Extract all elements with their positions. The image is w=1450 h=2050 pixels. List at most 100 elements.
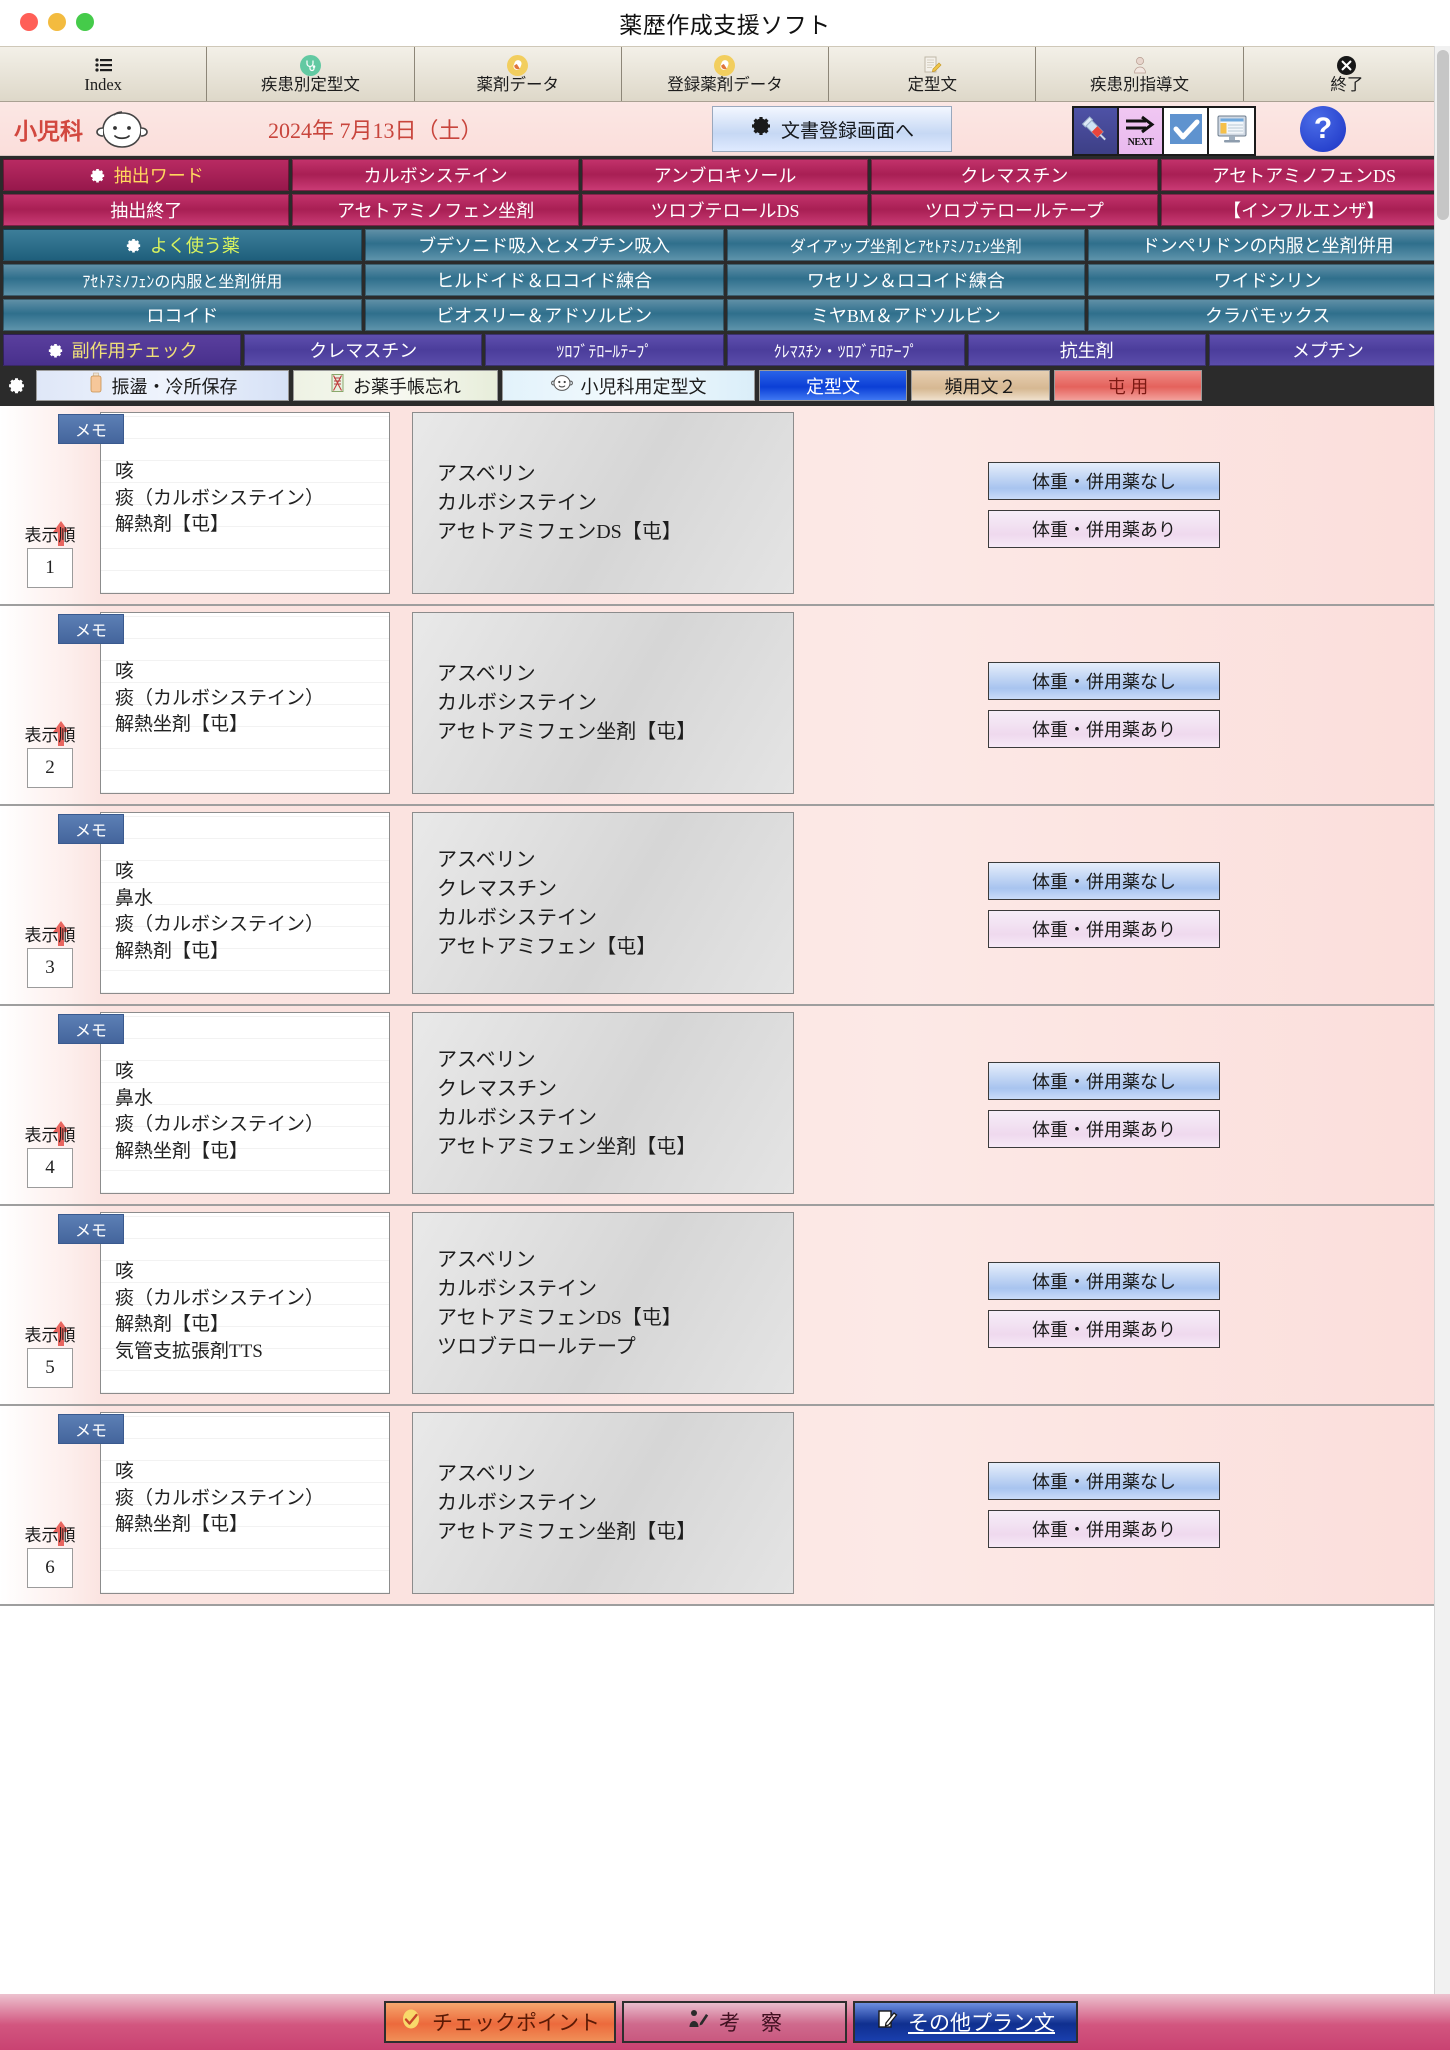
main-tabstrip[interactable]: Index 疾患別定型文	[0, 46, 1450, 102]
extract-word-button[interactable]: アセトアミノフェンDS	[1160, 159, 1448, 191]
with-weight-combo-button[interactable]: 体重・併用薬あり	[988, 1110, 1220, 1148]
tab-disease-guidance[interactable]: 疾患別指導文	[1036, 47, 1244, 101]
display-order-control[interactable]: 表示順 5	[0, 1206, 100, 1404]
common-drug-button[interactable]: ｱｾﾄｱﾐﾉﾌｪﾝの内服と坐剤併用	[3, 264, 362, 296]
side-effect-button[interactable]: ﾂﾛﾌﾞﾃﾛｰﾙﾃｰﾌﾟ	[485, 334, 724, 366]
side-effect-button[interactable]: 抗生剤	[967, 334, 1206, 366]
common-drug-button[interactable]: クラバモックス	[1088, 299, 1447, 331]
no-weight-combo-button[interactable]: 体重・併用薬なし	[988, 1062, 1220, 1100]
with-weight-combo-button[interactable]: 体重・併用薬あり	[988, 510, 1220, 548]
extract-word-button[interactable]: ツロブテロールDS	[581, 194, 869, 226]
tab-exit[interactable]: 終了	[1244, 47, 1450, 101]
with-weight-combo-button[interactable]: 体重・併用薬あり	[988, 710, 1220, 748]
tab-drug-data[interactable]: 薬剤データ	[415, 47, 622, 101]
template-button[interactable]: 定型文	[759, 370, 907, 401]
memo-tab[interactable]: メモ	[58, 614, 124, 644]
with-weight-combo-button[interactable]: 体重・併用薬あり	[988, 910, 1220, 948]
vertical-scrollbar[interactable]	[1434, 46, 1450, 1994]
kousatsu-button[interactable]: 考 察	[622, 2001, 847, 2043]
memo-pane[interactable]: 咳 痰（カルボシステイン） 解熱坐剤【屯】	[100, 612, 390, 794]
checkpoint-button[interactable]: チェックポイント	[384, 2001, 616, 2043]
side-effect-button[interactable]: メプチン	[1208, 334, 1448, 366]
tab-templates[interactable]: 定型文	[829, 47, 1037, 101]
common-drugs-header[interactable]: よく使う薬	[3, 229, 362, 261]
document-register-button[interactable]: 文書登録画面へ	[712, 106, 952, 152]
prn-button[interactable]: 屯 用	[1054, 370, 1202, 401]
confirm-button[interactable]	[1164, 108, 1209, 154]
memo-pane[interactable]: 咳 痰（カルボシステイン） 解熱剤【屯】	[100, 412, 390, 594]
common-drug-button[interactable]: ブデソニド吸入とメプチン吸入	[364, 229, 724, 261]
extract-word-button[interactable]: ツロブテロールテープ	[871, 194, 1158, 226]
no-weight-combo-button[interactable]: 体重・併用薬なし	[988, 1262, 1220, 1300]
maximize-window-button[interactable]	[76, 13, 94, 31]
display-order-value[interactable]: 6	[27, 1548, 73, 1588]
drug-pane[interactable]: アスベリン カルボシステイン アセトアミフェンDS【屯】 ツロブテロールテープ	[412, 1212, 794, 1394]
memo-pane[interactable]: 咳 痰（カルボシステイン） 解熱剤【屯】 気管支拡張剤TTS	[100, 1212, 390, 1394]
close-window-button[interactable]	[20, 13, 38, 31]
other-plan-button[interactable]: その他プラン文	[853, 2001, 1078, 2043]
common-drug-button[interactable]: ミヤBM＆アドソルビン	[726, 299, 1086, 331]
display-order-control[interactable]: 表示順 3	[0, 806, 100, 1004]
extract-word-button[interactable]: カルボシステイン	[292, 159, 579, 191]
table-row[interactable]: 表示順 4 メモ 咳 鼻水 痰（カルボシステイン） 解熱坐剤【屯】 アスベリン …	[0, 1006, 1450, 1206]
drug-pane[interactable]: アスベリン クレマスチン カルボシステイン アセトアミフェン【屯】	[412, 812, 794, 994]
extract-word-button[interactable]: 【インフルエンザ】	[1160, 194, 1448, 226]
memo-tab[interactable]: メモ	[58, 814, 124, 844]
no-weight-combo-button[interactable]: 体重・併用薬なし	[988, 1462, 1220, 1500]
display-order-value[interactable]: 1	[27, 548, 73, 588]
help-button[interactable]: ?	[1300, 106, 1346, 152]
common-drug-button[interactable]: ワイドシリン	[1088, 264, 1447, 296]
common-drug-button[interactable]: ロコイド	[3, 299, 362, 331]
medicine-notebook-button[interactable]: お薬手帳忘れ	[293, 370, 498, 401]
extract-word-button[interactable]: アンブロキソール	[581, 159, 869, 191]
frequent-text2-button[interactable]: 頻用文２	[911, 370, 1050, 401]
scrollbar-thumb[interactable]	[1437, 50, 1449, 220]
tab-registered-drug-data[interactable]: 登録薬剤データ	[622, 47, 830, 101]
side-effect-check-header[interactable]: 副作用チェック	[3, 334, 242, 366]
no-weight-combo-button[interactable]: 体重・併用薬なし	[988, 462, 1220, 500]
drug-pane[interactable]: アスベリン カルボシステイン アセトアミフェンDS【屯】	[412, 412, 794, 594]
drug-pane[interactable]: アスベリン カルボシステイン アセトアミフェン坐剤【屯】	[412, 1412, 794, 1594]
next-button[interactable]: NEXT	[1119, 108, 1164, 154]
memo-pane[interactable]: 咳 鼻水 痰（カルボシステイン） 解熱坐剤【屯】	[100, 1012, 390, 1194]
header-icon-button-group[interactable]: NEXT	[1072, 106, 1256, 156]
extract-finish-button[interactable]: 抽出終了	[3, 194, 290, 226]
tab-disease-templates[interactable]: 疾患別定型文	[207, 47, 415, 101]
memo-pane[interactable]: 咳 痰（カルボシステイン） 解熱坐剤【屯】	[100, 1412, 390, 1594]
drug-pane[interactable]: アスベリン カルボシステイン アセトアミフェン坐剤【屯】	[412, 612, 794, 794]
monitor-button[interactable]	[1209, 108, 1254, 154]
memo-pane[interactable]: 咳 鼻水 痰（カルボシステイン） 解熱剤【屯】	[100, 812, 390, 994]
tab-index[interactable]: Index	[0, 47, 208, 101]
table-row[interactable]: 表示順 5 メモ 咳 痰（カルボシステイン） 解熱剤【屯】 気管支拡張剤TTS …	[0, 1206, 1450, 1406]
common-drug-button[interactable]: ワセリン＆ロコイド練合	[726, 264, 1086, 296]
extract-word-button[interactable]: アセトアミノフェン坐剤	[292, 194, 579, 226]
memo-tab[interactable]: メモ	[58, 1214, 124, 1244]
common-drug-button[interactable]: ビオスリー＆アドソルビン	[364, 299, 724, 331]
common-drug-button[interactable]: ダイアップ坐剤とｱｾﾄｱﾐﾉﾌｪﾝ坐剤	[726, 229, 1086, 261]
table-row[interactable]: 表示順 3 メモ 咳 鼻水 痰（カルボシステイン） 解熱剤【屯】 アスベリン ク…	[0, 806, 1450, 1006]
no-weight-combo-button[interactable]: 体重・併用薬なし	[988, 662, 1220, 700]
common-drug-button[interactable]: ドンペリドンの内服と坐剤併用	[1088, 229, 1447, 261]
display-order-value[interactable]: 2	[27, 748, 73, 788]
minimize-window-button[interactable]	[48, 13, 66, 31]
extract-words-header[interactable]: 抽出ワード	[3, 159, 290, 191]
memo-tab[interactable]: メモ	[58, 1414, 124, 1444]
display-order-value[interactable]: 3	[27, 948, 73, 988]
display-order-value[interactable]: 4	[27, 1148, 73, 1188]
traffic-lights[interactable]	[20, 13, 94, 31]
common-drug-button[interactable]: ヒルドイド＆ロコイド練合	[364, 264, 724, 296]
drug-pane[interactable]: アスベリン クレマスチン カルボシステイン アセトアミフェン坐剤【屯】	[412, 1012, 794, 1194]
pediatric-template-button[interactable]: 小児科用定型文	[502, 370, 755, 401]
with-weight-combo-button[interactable]: 体重・併用薬あり	[988, 1510, 1220, 1548]
syringe-icon-button[interactable]	[1074, 108, 1119, 154]
storage-note-button[interactable]: 振盪・冷所保存	[36, 370, 289, 401]
side-effect-button[interactable]: クレマスチン	[244, 334, 483, 366]
no-weight-combo-button[interactable]: 体重・併用薬なし	[988, 862, 1220, 900]
display-order-value[interactable]: 5	[27, 1348, 73, 1388]
memo-tab[interactable]: メモ	[58, 1014, 124, 1044]
memo-tab[interactable]: メモ	[58, 414, 124, 444]
table-row[interactable]: 表示順 1 メモ 咳 痰（カルボシステイン） 解熱剤【屯】 アスベリン カルボシ…	[0, 406, 1450, 606]
gear-icon[interactable]	[7, 376, 26, 395]
table-row[interactable]: 表示順 2 メモ 咳 痰（カルボシステイン） 解熱坐剤【屯】 アスベリン カルボ…	[0, 606, 1450, 806]
with-weight-combo-button[interactable]: 体重・併用薬あり	[988, 1310, 1220, 1348]
